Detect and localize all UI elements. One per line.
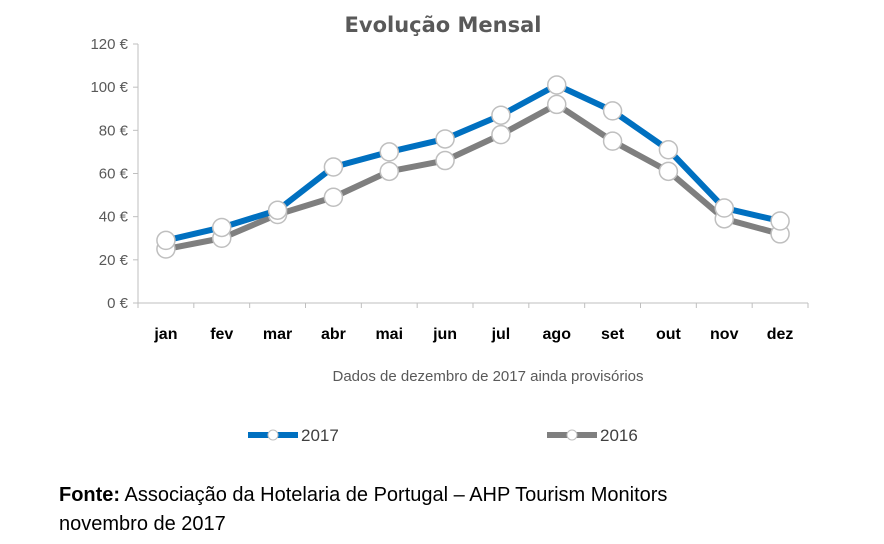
x-tick-label: out [656,326,682,343]
y-tick-label: 100 € [90,79,128,96]
x-tick-label: abr [321,326,346,343]
y-tick-label: 80 € [99,122,129,139]
x-tick-label: jan [153,326,177,343]
data-point [770,211,790,231]
x-tick-label: set [601,326,625,343]
data-point [435,150,455,171]
data-point [714,198,734,218]
legend-item-2016: 2016 [547,426,638,445]
x-tick-label: mai [375,326,403,343]
x-tick-label: jul [491,326,511,343]
series-line [162,82,784,244]
legend-label: 2017 [301,426,339,445]
y-tick-label: 60 € [99,166,129,183]
axes: 0 € 20 € 40 € 60 € 80 € 100 € 120 € jan fev mar ab… [90,36,809,343]
legend-label: 2016 [600,426,638,445]
y-tick-label: 120 € [90,36,128,53]
data-point [658,140,679,160]
y-tick-label: 0 € [107,295,129,312]
series-2017 [156,75,790,251]
series-line [162,101,784,253]
chart-title: Evolução Mensal [345,13,542,37]
data-point [658,161,679,182]
line-chart: Evolução Mensal Dados de dezembro de 201… [90,13,809,445]
legend-item-2017: 2017 [248,426,339,445]
source-line-2: novembro de 2017 [59,513,226,535]
data-point [323,157,344,177]
y-tick-label: 40 € [99,209,129,226]
data-point [267,200,288,220]
y-tick-label: 20 € [99,252,129,269]
data-point [323,187,344,207]
x-tick-label: jun [432,326,457,343]
data-point [379,142,399,162]
data-point [491,124,511,145]
series-2016 [156,94,790,259]
source-text: Associação da Hotelaria de Portugal – AH… [120,484,668,506]
legend-swatch-marker [566,429,578,441]
data-point [491,105,511,125]
data-point [547,75,567,95]
source-line-1: Fonte: Associação da Hotelaria de Portug… [59,481,859,510]
legend: 2017 2016 [248,426,638,445]
data-point [156,230,176,251]
legend-swatch-marker [267,429,279,441]
data-point [435,129,455,149]
x-tick-label: fev [210,326,233,343]
data-point [602,101,623,121]
chart-note: Dados de dezembro de 2017 ainda provisór… [332,368,643,385]
x-tick-label: ago [543,326,572,343]
data-point [547,94,567,115]
x-tick-label: nov [710,326,739,343]
data-point [212,217,232,238]
series-layer [156,75,790,259]
x-tick-label: mar [263,326,292,343]
data-point [602,131,623,151]
source-label: Fonte: [59,484,121,506]
x-tick-label: dez [767,326,794,343]
source-note: Fonte: Associação da Hotelaria de Portug… [59,481,859,539]
data-point [379,161,399,182]
